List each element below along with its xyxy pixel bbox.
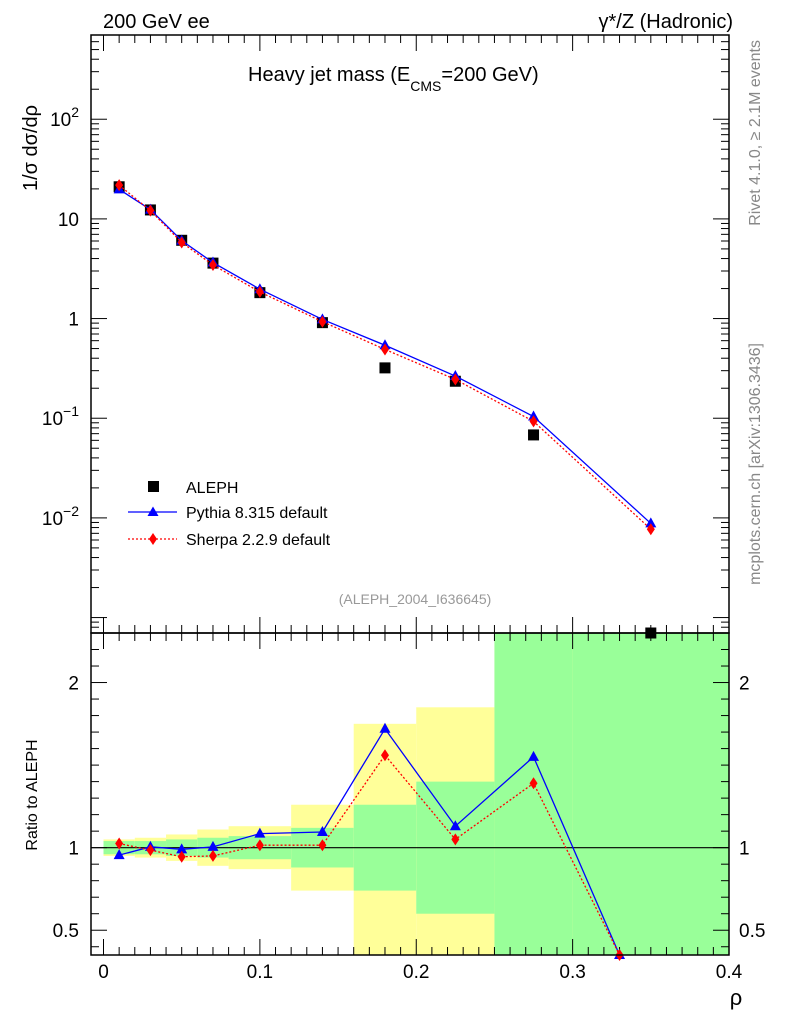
sherpa-point bbox=[177, 236, 186, 249]
ratio-pythia-point bbox=[113, 849, 125, 860]
aleph-point bbox=[528, 429, 540, 441]
ratio-xtick-label: 0.2 bbox=[403, 962, 429, 983]
ratio-sherpa-point bbox=[208, 849, 217, 862]
ratio-sherpa-point bbox=[380, 749, 389, 762]
ratio-pythia-point bbox=[449, 820, 461, 831]
sherpa-point bbox=[646, 523, 655, 536]
x-axis-label: ρ bbox=[730, 985, 743, 1010]
ratio-series bbox=[113, 722, 626, 961]
main-ytick-label: 1 bbox=[68, 310, 79, 331]
main-title-end: =200 GeV) bbox=[441, 64, 538, 86]
main-axis-ticks: 10−2 10−1 1 10 102 bbox=[42, 34, 730, 634]
legend-sherpa-marker bbox=[149, 533, 157, 545]
rivet-label: Rivet 4.1.0, ≥ 2.1M events bbox=[747, 40, 764, 226]
ratio-sherpa-point bbox=[177, 850, 186, 863]
main-series bbox=[113, 179, 657, 639]
pythia-line bbox=[118, 188, 652, 524]
sherpa-point bbox=[115, 179, 124, 192]
header-right: γ*/Z (Hadronic) bbox=[599, 11, 733, 33]
legend: ALEPH Pythia 8.315 default Sherpa 2.2.9 … bbox=[128, 480, 331, 549]
ratio-axis-ticks: 0 0.1 0.2 0.3 0.4 0.5 0.5 1 1 2 2 bbox=[53, 633, 765, 983]
band-inner-8 bbox=[494, 633, 573, 955]
analysis-tag: (ALEPH_2004_I636645) bbox=[339, 591, 492, 607]
ratio-ytick-label-left: 2 bbox=[68, 674, 79, 695]
band-inner-9 bbox=[572, 633, 729, 955]
main-title: Heavy jet mass (ECMS=200 GeV) bbox=[248, 64, 539, 94]
main-ytick-label: 102 bbox=[50, 104, 79, 131]
sherpa-point bbox=[451, 373, 460, 386]
main-ytick-label: 10−1 bbox=[42, 403, 79, 430]
ratio-xtick-label: 0 bbox=[98, 962, 109, 983]
sherpa-point bbox=[318, 315, 327, 328]
header-left: 200 GeV ee bbox=[103, 11, 210, 33]
sherpa-point bbox=[529, 415, 538, 428]
sherpa-point bbox=[146, 204, 155, 217]
ratio-sherpa-line bbox=[119, 754, 621, 956]
main-ytick-label: 10 bbox=[58, 210, 79, 231]
ratio-xtick-label: 0.3 bbox=[559, 962, 585, 983]
ratio-pythia-point bbox=[528, 750, 540, 761]
ratio-pythia-point bbox=[207, 840, 219, 851]
ratio-ytick-label-left: 1 bbox=[68, 839, 79, 860]
ratio-pythia-point bbox=[176, 843, 188, 854]
ratio-xtick-label: 0.1 bbox=[247, 962, 273, 983]
pythia-point bbox=[645, 517, 657, 528]
ratio-sherpa-point bbox=[115, 837, 124, 850]
ratio-ytick-label-left: 0.5 bbox=[53, 921, 79, 942]
ratio-sherpa-point bbox=[451, 833, 460, 846]
ratio-ytick-label-right: 2 bbox=[739, 674, 750, 695]
ratio-ylabel: Ratio to ALEPH bbox=[24, 739, 41, 850]
ratio-pythia-point bbox=[379, 722, 391, 733]
legend-aleph-label: ALEPH bbox=[186, 480, 238, 497]
legend-pythia-label: Pythia 8.315 default bbox=[186, 505, 328, 522]
aleph-point bbox=[379, 362, 391, 374]
main-title-text: Heavy jet mass (E bbox=[248, 64, 410, 86]
ratio-sherpa-point bbox=[146, 844, 155, 857]
main-ytick-label: 10−2 bbox=[42, 503, 79, 530]
ratio-frame bbox=[90, 632, 730, 956]
ratio-sherpa-point bbox=[529, 777, 538, 790]
legend-sherpa-label: Sherpa 2.2.9 default bbox=[186, 532, 331, 549]
main-ylabel: 1/σ dσ/dρ bbox=[20, 105, 42, 191]
ratio-pythia-line bbox=[118, 727, 621, 956]
legend-pythia-marker bbox=[147, 506, 159, 516]
ratio-sherpa-point bbox=[318, 839, 327, 852]
main-title-sub: CMS bbox=[410, 78, 441, 94]
ratio-pythia-point bbox=[316, 825, 328, 836]
sherpa-point bbox=[208, 258, 217, 271]
ratio-pythia-point bbox=[254, 827, 266, 838]
ratio-bands bbox=[91, 633, 729, 955]
ratio-sherpa-point bbox=[255, 839, 264, 852]
sherpa-point bbox=[380, 343, 389, 356]
mcplots-label: mcplots.cern.ch [arXiv:1306.3436] bbox=[747, 343, 764, 585]
ratio-ytick-label-right: 1 bbox=[739, 839, 750, 860]
legend-aleph-marker bbox=[148, 481, 159, 492]
ratio-ytick-label-right: 0.5 bbox=[739, 921, 765, 942]
sherpa-line bbox=[118, 184, 652, 530]
sherpa-point bbox=[255, 285, 264, 298]
ratio-xtick-label: 0.4 bbox=[716, 962, 743, 983]
